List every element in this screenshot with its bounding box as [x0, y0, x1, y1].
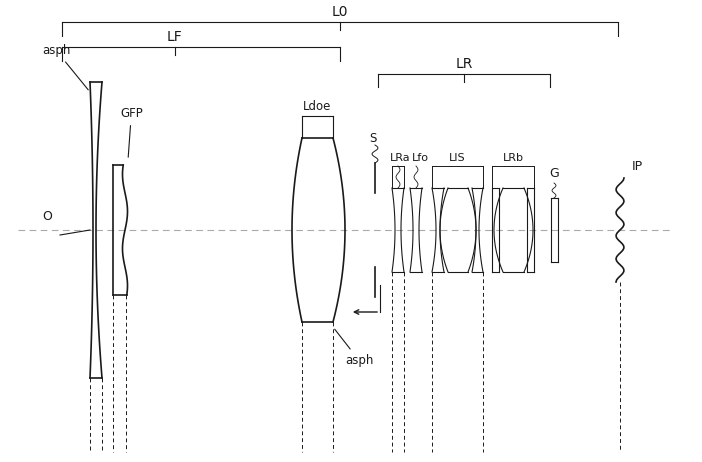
Text: IP: IP [632, 160, 643, 173]
Text: asph: asph [335, 329, 373, 367]
Text: L0: L0 [332, 5, 348, 19]
Text: G: G [549, 167, 559, 180]
Text: asph: asph [42, 44, 88, 90]
Text: LRb: LRb [503, 153, 524, 163]
Text: GFP: GFP [120, 107, 143, 157]
Text: Ldoe: Ldoe [303, 100, 331, 113]
Text: LIS: LIS [449, 153, 466, 163]
Text: S: S [369, 132, 377, 145]
Text: Lfo: Lfo [412, 153, 429, 163]
Text: LF: LF [167, 30, 183, 44]
Text: LR: LR [456, 57, 472, 71]
Text: O: O [42, 210, 52, 223]
Text: LRa: LRa [390, 153, 411, 163]
